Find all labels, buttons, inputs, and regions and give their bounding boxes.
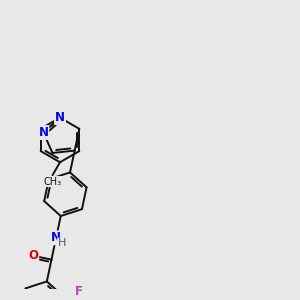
Text: H: H: [58, 238, 66, 248]
Text: N: N: [38, 126, 48, 139]
Text: F: F: [75, 285, 83, 298]
Text: CH₃: CH₃: [44, 176, 62, 187]
Text: N: N: [55, 111, 65, 124]
Text: O: O: [28, 249, 38, 262]
Text: N: N: [51, 231, 61, 244]
